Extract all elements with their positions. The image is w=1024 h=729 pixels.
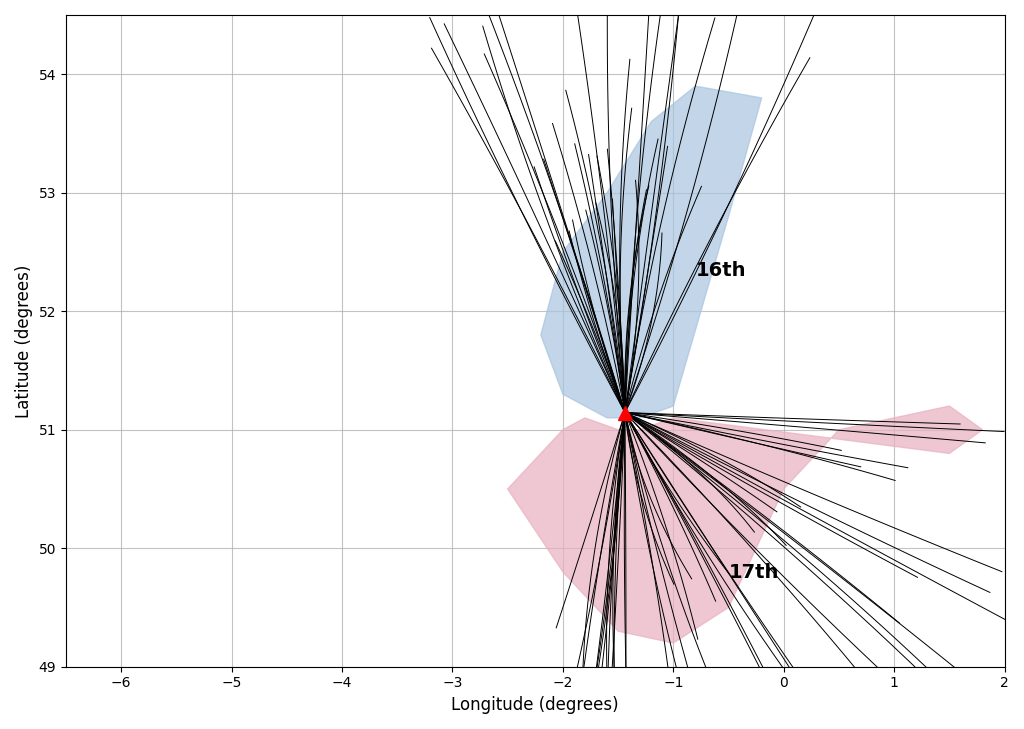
Y-axis label: Latitude (degrees): Latitude (degrees) [15, 264, 33, 418]
Text: 17th: 17th [728, 563, 779, 582]
Polygon shape [508, 406, 983, 643]
X-axis label: Longitude (degrees): Longitude (degrees) [452, 696, 620, 714]
Polygon shape [541, 86, 762, 418]
Text: 16th: 16th [695, 261, 745, 280]
